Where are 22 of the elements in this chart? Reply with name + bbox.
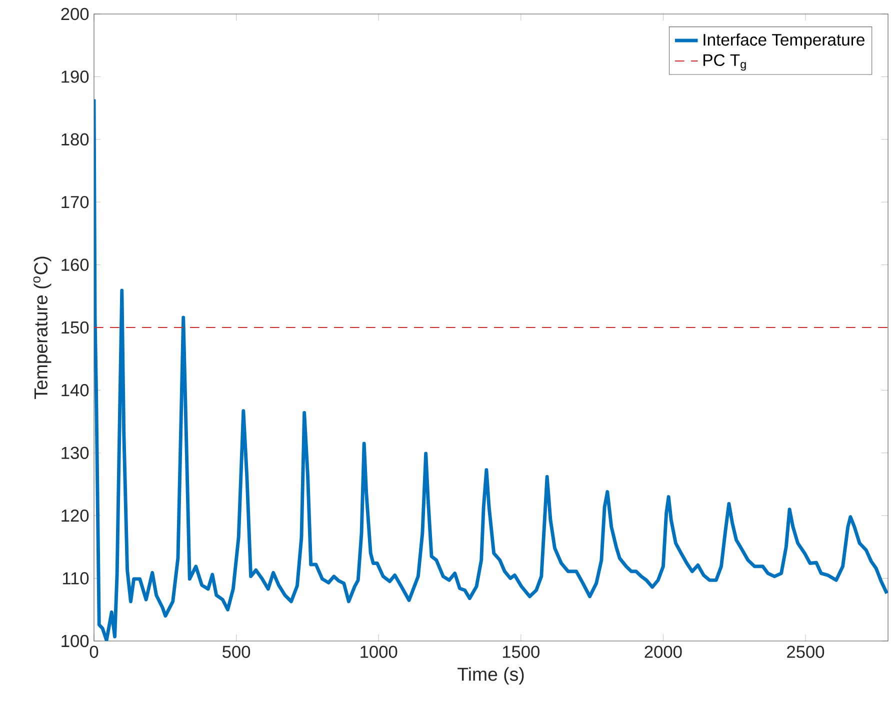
y-tick-label: 150 xyxy=(62,321,89,334)
x-axis-title: Time (s) xyxy=(458,667,524,685)
x-tick-label: 0 xyxy=(90,646,98,658)
y-tick-label: 180 xyxy=(62,133,89,146)
y-axis-title: Temperature ($^{o}$C) xyxy=(33,256,52,399)
x-tick-label: 500 xyxy=(222,646,250,658)
x-tick-label: 2500 xyxy=(787,646,824,658)
y-tick-label: 140 xyxy=(62,384,89,396)
y-tick-label: 110 xyxy=(62,572,89,584)
y-tick-label: 200 xyxy=(61,8,89,20)
y-tick-label: 170 xyxy=(62,196,89,208)
x-tick-label: 1500 xyxy=(502,646,540,658)
y-tick-label: 160 xyxy=(62,258,89,271)
x-tick-label: 1000 xyxy=(360,646,398,658)
y-tick-label: 120 xyxy=(62,509,89,522)
x-tick-label: 2000 xyxy=(644,646,682,658)
legend-label: Interface Temperature xyxy=(704,33,864,49)
legend-label: PC T$_{g}$ xyxy=(704,54,746,71)
y-tick-label: 130 xyxy=(62,446,89,460)
y-tick-label: 190 xyxy=(62,70,89,83)
y-tick-label: 100 xyxy=(62,634,89,648)
line-series xyxy=(94,98,888,641)
